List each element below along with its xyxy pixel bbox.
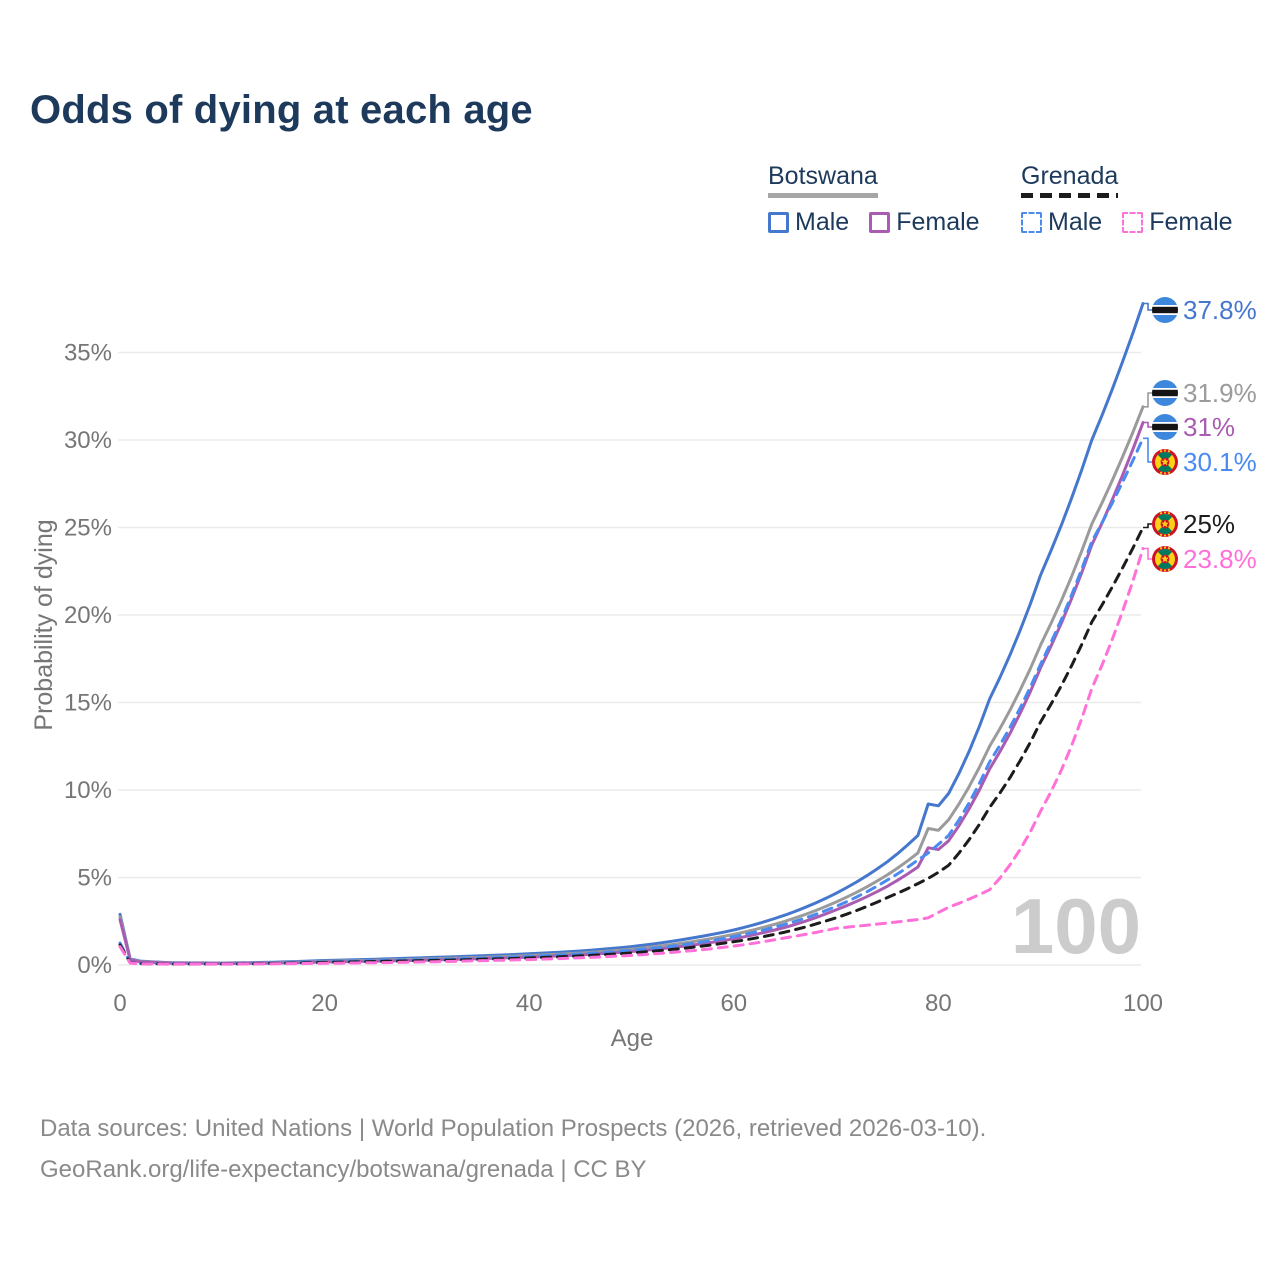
end-label-connector — [1143, 523, 1152, 529]
legend-head-botswana: Botswana — [768, 163, 878, 198]
botswana-female-swatch-icon — [869, 212, 891, 233]
y-tick-label: 30% — [64, 427, 112, 454]
legend-item-botswana-female[interactable]: Female — [869, 208, 980, 237]
legend-item-grenada-female[interactable]: Female — [1122, 208, 1233, 237]
end-label-botswana-female: 31% — [1183, 412, 1235, 442]
series-line-botswana-female[interactable] — [118, 421, 1145, 965]
footer-data-sources: Data sources: United Nations | World Pop… — [40, 1115, 987, 1142]
series-line-grenada-female[interactable] — [118, 547, 1145, 966]
end-label-connector — [1143, 392, 1152, 408]
grenada-male-swatch-icon — [1021, 212, 1042, 233]
x-tick-label: 20 — [311, 990, 338, 1017]
grenada-female-swatch-icon — [1122, 212, 1144, 233]
legend-label: Female — [896, 208, 980, 236]
end-label-connector — [1143, 547, 1152, 560]
hovered-age-watermark: 100 — [1011, 882, 1141, 970]
legend-row-botswana: Male Female — [768, 208, 980, 237]
legend-group-botswana: Botswana Male Female — [768, 163, 980, 237]
legend-label: Male — [795, 208, 850, 236]
x-tick-label: 80 — [925, 990, 952, 1017]
x-tick-label: 0 — [113, 990, 126, 1017]
end-label-grenada-male: 30.1% — [1183, 447, 1257, 477]
series-line-botswana-both[interactable] — [118, 405, 1145, 965]
end-label-grenada-female: 23.8% — [1183, 544, 1257, 574]
y-tick-label: 25% — [64, 515, 112, 542]
end-label-grenada-both: 25% — [1183, 509, 1235, 539]
botswana-male-swatch-icon — [768, 212, 789, 233]
y-tick-label: 35% — [64, 340, 112, 367]
grenada-flag-icon — [1152, 449, 1178, 475]
legend-item-botswana-male[interactable]: Male — [768, 208, 849, 237]
x-tick-label: 60 — [720, 990, 747, 1017]
end-label-connector — [1143, 421, 1152, 428]
grenada-flag-icon — [1152, 546, 1178, 572]
y-axis-title: Probability of dying — [30, 519, 58, 730]
legend-row-grenada: Male Female — [1021, 208, 1233, 237]
end-label-botswana-both: 31.9% — [1183, 378, 1257, 408]
legend-group-grenada: Grenada Male Female — [1021, 163, 1233, 237]
botswana-flag-icon — [1152, 414, 1178, 440]
legend-head-grenada: Grenada — [1021, 162, 1119, 198]
legend-country-grenada: Grenada — [1021, 162, 1119, 190]
grenada-flag-icon — [1152, 511, 1178, 537]
legend-item-grenada-male[interactable]: Male — [1021, 208, 1102, 237]
y-tick-label: 10% — [64, 777, 112, 804]
legend-country-botswana: Botswana — [768, 162, 878, 190]
footer: Data sources: United Nations | World Pop… — [40, 1108, 986, 1190]
footer-attribution: GeoRank.org/life-expectancy/botswana/gre… — [40, 1156, 647, 1183]
x-axis-title: Age — [611, 1025, 654, 1052]
y-tick-label: 5% — [77, 865, 112, 892]
y-tick-label: 0% — [77, 952, 112, 979]
x-tick-label: 100 — [1123, 990, 1163, 1017]
botswana-flag-icon — [1152, 380, 1178, 406]
botswana-flag-icon — [1152, 297, 1178, 323]
legend-label: Female — [1149, 208, 1233, 236]
legend-underline-dashed — [1021, 193, 1119, 198]
series-line-botswana-male[interactable] — [118, 302, 1145, 965]
x-tick-label: 40 — [516, 990, 543, 1017]
end-label-botswana-male: 37.8% — [1183, 295, 1257, 325]
end-label-connector — [1143, 302, 1152, 311]
page-title: Odds of dying at each age — [30, 88, 533, 132]
y-tick-label: 15% — [64, 690, 112, 717]
legend-underline-solid — [768, 193, 878, 198]
end-label-connector — [1143, 437, 1152, 463]
legend-label: Male — [1048, 208, 1103, 236]
y-tick-label: 20% — [64, 602, 112, 629]
